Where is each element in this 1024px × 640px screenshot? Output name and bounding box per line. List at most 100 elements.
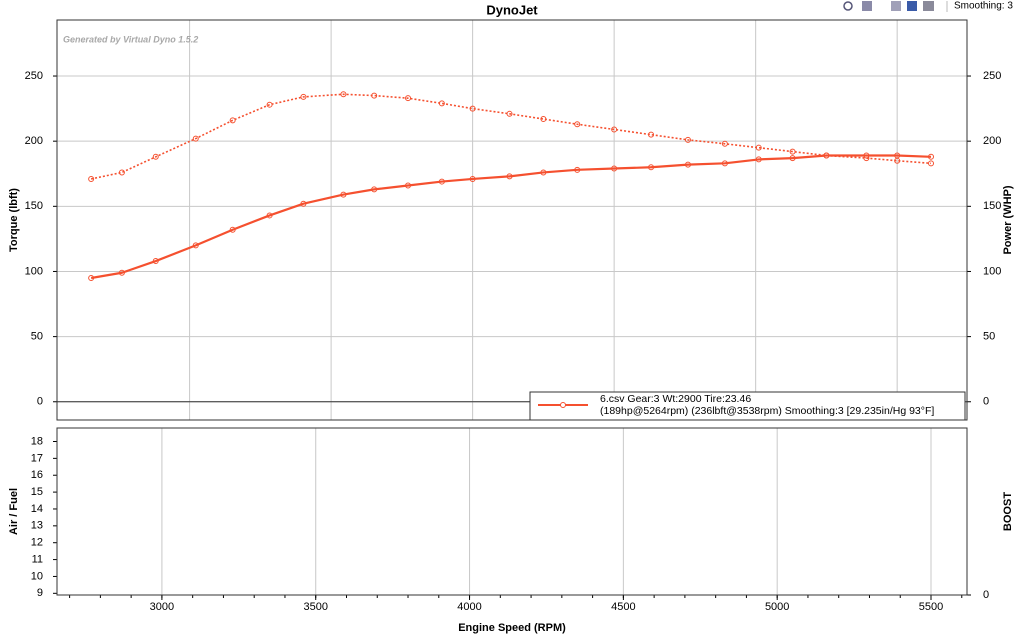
data-point xyxy=(684,136,691,143)
data-point xyxy=(863,152,870,159)
torque-line xyxy=(90,93,932,180)
y-tick-label: 16 xyxy=(31,469,43,481)
y2-tick-label: 200 xyxy=(983,135,1001,147)
print-icon[interactable] xyxy=(923,1,934,11)
y-tick-label: 18 xyxy=(31,435,43,447)
data-point xyxy=(88,274,95,281)
data-point xyxy=(192,242,199,249)
data-point xyxy=(152,258,159,265)
data-point xyxy=(192,135,199,142)
data-point xyxy=(928,160,935,167)
y-tick-label: 11 xyxy=(32,553,43,565)
copy-icon[interactable] xyxy=(891,1,901,11)
legend-text: (189hp@5264rpm) (236lbft@3538rpm) Smooth… xyxy=(600,405,934,417)
y-tick-label: 13 xyxy=(31,520,43,532)
data-point xyxy=(371,92,378,99)
y-tick-label: 150 xyxy=(25,200,43,212)
data-point xyxy=(118,169,125,176)
data-point xyxy=(405,95,412,102)
data-point xyxy=(823,152,830,159)
series xyxy=(88,91,935,182)
data-point xyxy=(371,186,378,193)
y-tick-label: 17 xyxy=(31,452,43,464)
y-tick-label: 200 xyxy=(25,135,43,147)
y-axis-label: Torque (lbft) xyxy=(8,188,20,252)
data-point xyxy=(506,110,513,117)
legend-box xyxy=(529,391,966,421)
data-point xyxy=(755,144,762,151)
y2-tick-label: 0 xyxy=(983,396,989,408)
legend-text: 6.csv Gear:3 Wt:2900 Tire:23.46 xyxy=(600,393,751,405)
data-point xyxy=(611,126,618,133)
y-tick-label: 12 xyxy=(31,537,43,549)
chart-title: DynoJet xyxy=(486,2,538,17)
zoom-icon[interactable] xyxy=(843,1,853,11)
data-point xyxy=(340,91,347,98)
y-tick-label: 15 xyxy=(31,486,43,498)
filter-icon[interactable] xyxy=(862,1,872,11)
y-tick-label: 0 xyxy=(37,396,43,408)
y-tick-label: 100 xyxy=(25,265,43,277)
y-tick-label: 50 xyxy=(31,331,43,343)
data-point xyxy=(648,164,655,171)
y2-axis-label: Power (WHP) xyxy=(1002,185,1014,254)
toolbar: Smoothing: 3 xyxy=(843,1,1013,12)
data-point xyxy=(755,156,762,163)
data-point xyxy=(229,117,236,124)
legend-marker xyxy=(560,402,566,408)
data-point xyxy=(928,153,935,160)
data-point xyxy=(438,178,445,185)
data-point xyxy=(229,226,236,233)
y-tick-label: 250 xyxy=(25,70,43,82)
data-point xyxy=(340,191,347,198)
power-line xyxy=(90,154,932,280)
plot-border xyxy=(56,427,968,596)
plot-border xyxy=(56,19,968,421)
data-point xyxy=(574,166,581,173)
data-point xyxy=(506,173,513,180)
y2-tick-label: 250 xyxy=(983,70,1001,82)
save-icon[interactable] xyxy=(907,1,917,11)
y2-tick-label: 50 xyxy=(983,331,995,343)
watermark: Generated by Virtual Dyno 1.5.2 xyxy=(63,34,198,44)
data-point xyxy=(152,153,159,160)
data-point xyxy=(540,169,547,176)
data-point xyxy=(721,140,728,147)
data-point xyxy=(405,182,412,189)
smoothing-dropdown[interactable]: Smoothing: 3 xyxy=(954,1,1013,12)
data-point xyxy=(540,116,547,123)
data-point xyxy=(721,160,728,167)
plot-area xyxy=(57,20,967,420)
data-point xyxy=(684,161,691,168)
y2-tick-label: 100 xyxy=(983,265,1001,277)
x-tick-label: 3000 xyxy=(150,601,174,613)
y-tick-label: 14 xyxy=(31,503,43,515)
data-point xyxy=(469,105,476,112)
data-point xyxy=(438,100,445,107)
y-tick-label: 10 xyxy=(31,570,43,582)
x-tick-label: 4000 xyxy=(457,601,481,613)
data-point xyxy=(88,175,95,182)
y2-axis-label: BOOST xyxy=(1002,492,1014,531)
data-point xyxy=(789,148,796,155)
data-point xyxy=(574,121,581,128)
x-tick-label: 5500 xyxy=(919,601,943,613)
data-point xyxy=(300,200,307,207)
data-point xyxy=(118,269,125,276)
series xyxy=(88,152,935,281)
data-point xyxy=(894,152,901,159)
y2-tick-label: 0 xyxy=(983,589,989,601)
data-point xyxy=(266,212,273,219)
data-point xyxy=(300,93,307,100)
data-point xyxy=(611,165,618,172)
x-axis-label: Engine Speed (RPM) xyxy=(458,622,566,634)
x-tick-label: 3500 xyxy=(303,601,327,613)
data-point xyxy=(266,101,273,108)
data-point xyxy=(648,131,655,138)
y2-tick-label: 150 xyxy=(983,200,1001,212)
y-tick-label: 9 xyxy=(37,587,43,599)
legend: 6.csv Gear:3 Wt:2900 Tire:23.46(189hp@52… xyxy=(529,391,966,421)
plot-area xyxy=(57,428,967,595)
y-axis-label: Air / Fuel xyxy=(8,488,20,535)
